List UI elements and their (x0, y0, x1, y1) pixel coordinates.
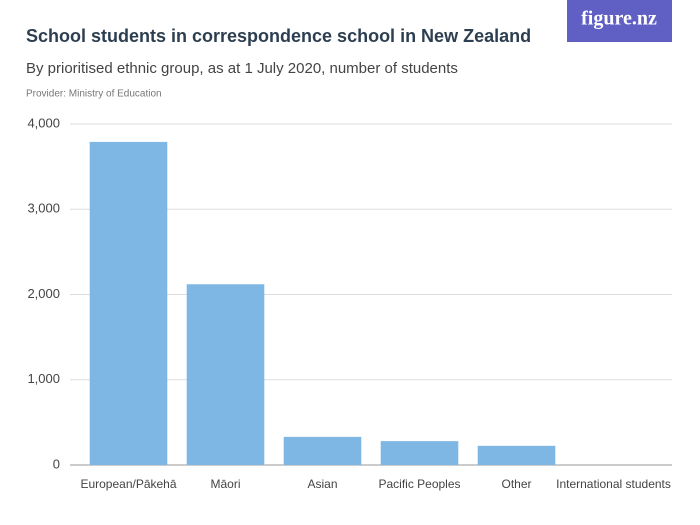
x-tick-label: Asian (307, 477, 337, 491)
x-tick-label: Pacific Peoples (378, 477, 460, 491)
x-tick-label: International students (556, 477, 671, 491)
bar (380, 441, 459, 465)
logo-box (567, 0, 672, 42)
x-tick-label: Māori (210, 477, 240, 491)
bar (283, 436, 362, 465)
y-tick-label: 2,000 (27, 286, 60, 301)
bar (89, 141, 168, 465)
y-tick-label: 4,000 (27, 115, 60, 130)
y-tick-label: 1,000 (27, 371, 60, 386)
x-tick-label: Other (501, 477, 531, 491)
y-tick-label: 0 (53, 456, 60, 471)
logo: figure.nz (581, 8, 657, 30)
x-tick-label: European/Pākehā (80, 477, 176, 491)
chart-title: School students in correspondence school… (26, 26, 531, 46)
bar (477, 445, 556, 465)
chart-subtitle: By prioritised ethnic group, as at 1 Jul… (26, 60, 458, 77)
source: Provider: Ministry of Education (26, 89, 162, 100)
y-tick-label: 3,000 (27, 201, 60, 216)
bar (186, 284, 265, 465)
